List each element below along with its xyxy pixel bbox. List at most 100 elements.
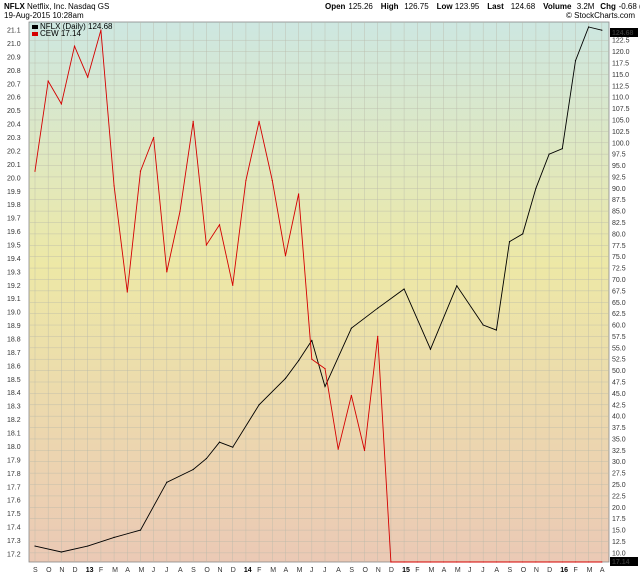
x-tick-month-label: O [363,567,369,574]
series-point-0 [350,327,352,329]
right-tick-label: 35.0 [612,436,626,443]
x-tick-month-label: M [112,567,118,574]
series-point-1 [377,335,379,337]
left-tick-label: 20.0 [7,175,21,182]
right-tick-label: 117.5 [612,61,629,68]
series-point-0 [377,307,379,309]
series-line-0 [34,26,602,553]
left-tick-label: 19.2 [7,283,21,290]
x-tick-month-label: M [455,567,461,574]
legend-swatch-cew [32,32,38,36]
series-point-1 [456,561,458,563]
left-tick-label: 17.9 [7,457,21,464]
series-point-1 [324,367,326,370]
x-tick-month-label: J [310,567,314,574]
left-tick-label: 20.4 [7,122,21,129]
left-tick-label: 20.5 [7,108,21,115]
series-point-1 [60,103,62,105]
series-point-0 [535,187,537,189]
right-tick-label: 60.0 [612,323,626,330]
series-point-0 [601,29,603,31]
left-tick-label: 20.6 [7,95,21,102]
series-point-0 [495,329,497,331]
quote-value-2: 123.95 [455,2,480,11]
series-point-1 [258,120,260,123]
series-point-0 [113,536,115,538]
series-point-1 [73,45,76,47]
left-tick-label: 21.0 [7,41,21,48]
right-tick-label: 65.0 [612,300,626,307]
quote-value-5: -0.68 (-0.54%) [619,2,640,11]
quote-label-4: Volume [543,2,572,11]
right-tick-label: 57.5 [612,334,626,341]
right-tick-label: 42.5 [612,402,626,409]
left-tick-label: 18.7 [7,350,21,357]
right-tick-label: 67.5 [612,288,626,295]
right-tick-label: 20.0 [612,505,626,512]
x-tick-month-label: S [508,567,513,574]
x-tick-month-label: M [428,567,434,574]
x-tick-month-label: J [468,567,472,574]
legend-label-nflx: NFLX (Daily) 124.68 [40,22,113,31]
x-tick-month-label: A [442,567,447,574]
series-point-1 [100,29,102,31]
x-tick-month-label: S [191,567,196,574]
left-tick-label: 17.2 [7,551,21,558]
series-point-1 [416,561,418,563]
x-tick-month-label: J [165,567,169,574]
right-tick-label: 25.0 [612,482,626,489]
right-tick-label: 105.0 [612,117,630,124]
right-tick-label: 47.5 [612,380,626,387]
quote-value-4: 3.2M [577,2,595,11]
left-tick-label: 17.4 [7,525,21,532]
left-tick-label: 19.3 [7,269,21,276]
x-tick-year-label: 13 [86,567,94,574]
x-axis: S O N D 13 F M A M J J A S O N D 14 F M A M J J A S O N D 15 F M A M J J A S… [33,567,605,574]
right-tick-label: 115.0 [612,72,629,79]
series-point-1 [179,210,181,213]
left-tick-label: 19.6 [7,229,21,236]
x-tick-month-label: S [349,567,354,574]
right-tick-label: 80.0 [612,231,626,238]
series-point-1 [337,448,339,450]
last-value-text: 124.68 [612,30,634,37]
x-tick-month-label: A [494,567,499,574]
left-tick-label: 18.3 [7,404,21,411]
right-tick-label: 52.5 [612,357,626,364]
left-tick-label: 19.9 [7,189,21,196]
series-point-0 [258,404,260,406]
x-tick-month-label: J [323,567,327,574]
x-tick-month-label: F [99,567,103,574]
series-point-0 [166,481,168,483]
right-tick-label: 55.0 [612,345,626,352]
series-point-0 [456,285,458,287]
x-tick-month-label: O [521,567,527,574]
series-point-0 [561,148,563,150]
right-tick-label: 32.5 [612,448,626,455]
series-point-1 [139,170,142,172]
series-point-1 [47,80,49,82]
series-point-1 [284,255,287,257]
x-tick-month-label: D [231,567,236,574]
exchange-label: Nasdaq GS [68,2,109,11]
quote-label-3: Last [487,2,504,11]
series-point-1 [271,179,273,182]
x-tick-month-label: F [415,567,419,574]
x-tick-month-label: N [59,567,64,574]
right-tick-label: 112.5 [612,83,629,90]
quote-label-1: High [381,2,399,11]
right-tick-label: 87.5 [612,197,626,204]
x-tick-month-label: A [336,567,341,574]
left-tick-label: 19.7 [7,216,21,223]
series-point-0 [588,26,590,28]
x-tick-month-label: O [46,567,52,574]
quote-label-5: Chg [600,2,616,11]
series-point-1 [482,561,484,563]
series-point-0 [574,60,577,62]
left-tick-label: 17.7 [7,484,21,491]
left-tick-label: 17.3 [7,538,21,545]
x-tick-month-label: A [600,567,605,574]
series-point-1 [535,561,537,563]
right-tick-label: 122.5 [612,38,630,45]
